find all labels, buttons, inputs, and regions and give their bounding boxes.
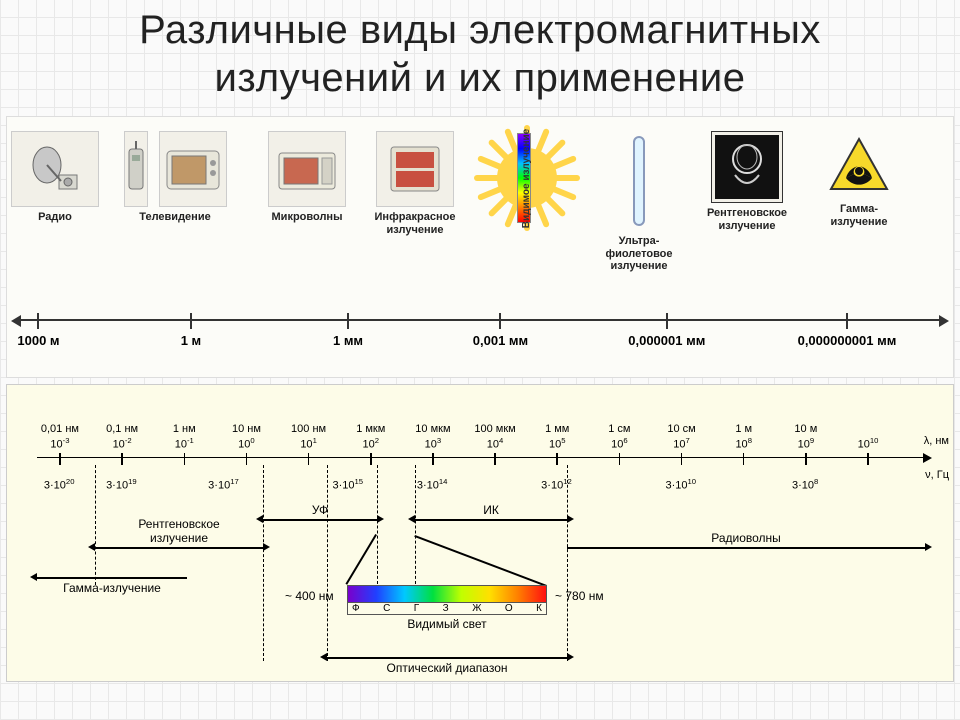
wavelength-unit: λ, нм bbox=[924, 435, 949, 447]
category-uv: Ультра- фиолетовое излучение bbox=[584, 131, 694, 273]
visible-color-letter: Г bbox=[414, 603, 419, 614]
visible-color-letter: К bbox=[536, 603, 542, 614]
ruler-label: 0,000000001 мм bbox=[798, 333, 897, 348]
title-line-1: Различные виды электромагнитных bbox=[139, 8, 821, 52]
frequency-label: 3·1020 bbox=[44, 477, 75, 492]
axis-tick: 10910 м bbox=[805, 453, 807, 465]
ruler-label: 1 м bbox=[181, 333, 201, 348]
band-label: Оптический диапазон bbox=[386, 661, 507, 675]
ruler-label: 0,000001 мм bbox=[628, 333, 705, 348]
category-label: Инфракрасное излучение bbox=[360, 211, 470, 236]
axis-tick: 1081 м bbox=[743, 453, 745, 465]
band-divider bbox=[263, 465, 264, 661]
visible-light-caption: Видимый свет bbox=[347, 617, 547, 631]
category-label: Микроволны bbox=[252, 211, 362, 224]
category-label: Рентгеновское излучение bbox=[692, 207, 802, 232]
axis-tick: 10710 см bbox=[681, 453, 683, 465]
spectrum-scale-panel: 10-30,01 нм 10-20,1 нм 10-11 нм 10010 нм 101… bbox=[6, 384, 954, 682]
visible-color-letter: С bbox=[383, 603, 390, 614]
band-label: Рентгеновскоеизлучение bbox=[138, 517, 219, 545]
band-label: ИК bbox=[483, 503, 499, 517]
band-arrow bbox=[37, 577, 187, 579]
band-arrow bbox=[95, 547, 263, 549]
visible-light-detail: Ф С Г З Ж О К Видимый свет bbox=[347, 585, 547, 631]
category-label: Ультра- фиолетовое излучение bbox=[584, 235, 694, 273]
category-xray: Рентгеновское излучение bbox=[692, 131, 802, 232]
frequency-label: 3·108 bbox=[792, 477, 818, 492]
band-label: Гамма-излучение bbox=[63, 581, 161, 595]
frequency-label: 3·1015 bbox=[333, 477, 364, 492]
band-arrow bbox=[415, 519, 567, 521]
band-arrow bbox=[263, 519, 377, 521]
wavelength-ruler: 1000 м 1 м 1 мм 0,001 мм 0,000001 мм 0,000000… bbox=[19, 295, 941, 367]
band-divider bbox=[415, 465, 416, 589]
category-label: Гамма- излучение bbox=[804, 203, 914, 228]
ruler-tick: 1 м bbox=[190, 313, 192, 329]
ruler-tick: 1 мм bbox=[347, 313, 349, 329]
axis-tick: 1051 мм bbox=[556, 453, 558, 465]
band-arrow bbox=[567, 547, 925, 549]
axis-tick: 101100 нм bbox=[308, 453, 310, 465]
sun-icon: Видимое излучение bbox=[472, 123, 582, 233]
visible-color-letter: О bbox=[505, 603, 513, 614]
connector-line bbox=[414, 535, 547, 586]
band-label: УФ bbox=[312, 503, 328, 517]
band-arrow bbox=[327, 657, 567, 659]
ruler-label: 1000 м bbox=[17, 333, 59, 348]
ruler-tick: 0,001 мм bbox=[499, 313, 501, 329]
axis-tick: 10010 нм bbox=[246, 453, 248, 465]
visible-left-nm: ~ 400 нм bbox=[285, 589, 334, 603]
visible-right-nm: ~ 780 нм bbox=[555, 589, 604, 603]
ruler-tick: 1000 м bbox=[37, 313, 39, 329]
visible-color-letter: Ф bbox=[352, 603, 360, 614]
category-ir: Инфракрасное излучение bbox=[360, 131, 470, 236]
band-divider bbox=[327, 465, 328, 661]
axis-tick: 104100 мкм bbox=[494, 453, 496, 465]
axis-tick: 10-20,1 нм bbox=[121, 453, 123, 465]
category-label: Телевидение bbox=[120, 211, 230, 224]
axis-tick: 10310 мкм bbox=[432, 453, 434, 465]
title-line-2: излучений и их применение bbox=[215, 56, 746, 100]
spectrum-applications-panel: РадиоТелевидениеМикроволныИнфракрасное и… bbox=[6, 116, 954, 378]
category-gamma: Гамма- излучение bbox=[804, 131, 914, 228]
frequency-unit: ν, Гц bbox=[925, 469, 949, 481]
band-divider bbox=[377, 465, 378, 589]
axis-tick: 10-30,01 нм bbox=[59, 453, 61, 465]
band-label: Радиоволны bbox=[711, 531, 781, 545]
ruler-label: 1 мм bbox=[333, 333, 363, 348]
frequency-label: 3·1014 bbox=[417, 477, 448, 492]
ruler-label: 0,001 мм bbox=[473, 333, 528, 348]
band-divider bbox=[567, 465, 568, 661]
axis-tick: 1061 см bbox=[619, 453, 621, 465]
band-divider bbox=[95, 465, 96, 585]
category-radio: Радио bbox=[0, 131, 110, 224]
visible-color-letter: Ж bbox=[472, 603, 481, 614]
visible-color-letter: З bbox=[443, 603, 449, 614]
connector-line bbox=[346, 534, 377, 585]
frequency-label: 3·1010 bbox=[666, 477, 697, 492]
frequency-label: 3·1017 bbox=[208, 477, 239, 492]
frequency-label: 3·1019 bbox=[106, 477, 137, 492]
category-micro: Микроволны bbox=[252, 131, 362, 224]
axis-tick: 10-11 нм bbox=[184, 453, 186, 465]
category-label: Радио bbox=[0, 211, 110, 224]
visible-spectrum-bar bbox=[347, 585, 547, 603]
axis-tick: 1021 мкм bbox=[370, 453, 372, 465]
ruler-tick: 0,000000001 мм bbox=[846, 313, 848, 329]
ruler-tick: 0,000001 мм bbox=[666, 313, 668, 329]
axis-tick: 1010 bbox=[867, 453, 869, 465]
category-tv: Телевидение bbox=[120, 131, 230, 224]
